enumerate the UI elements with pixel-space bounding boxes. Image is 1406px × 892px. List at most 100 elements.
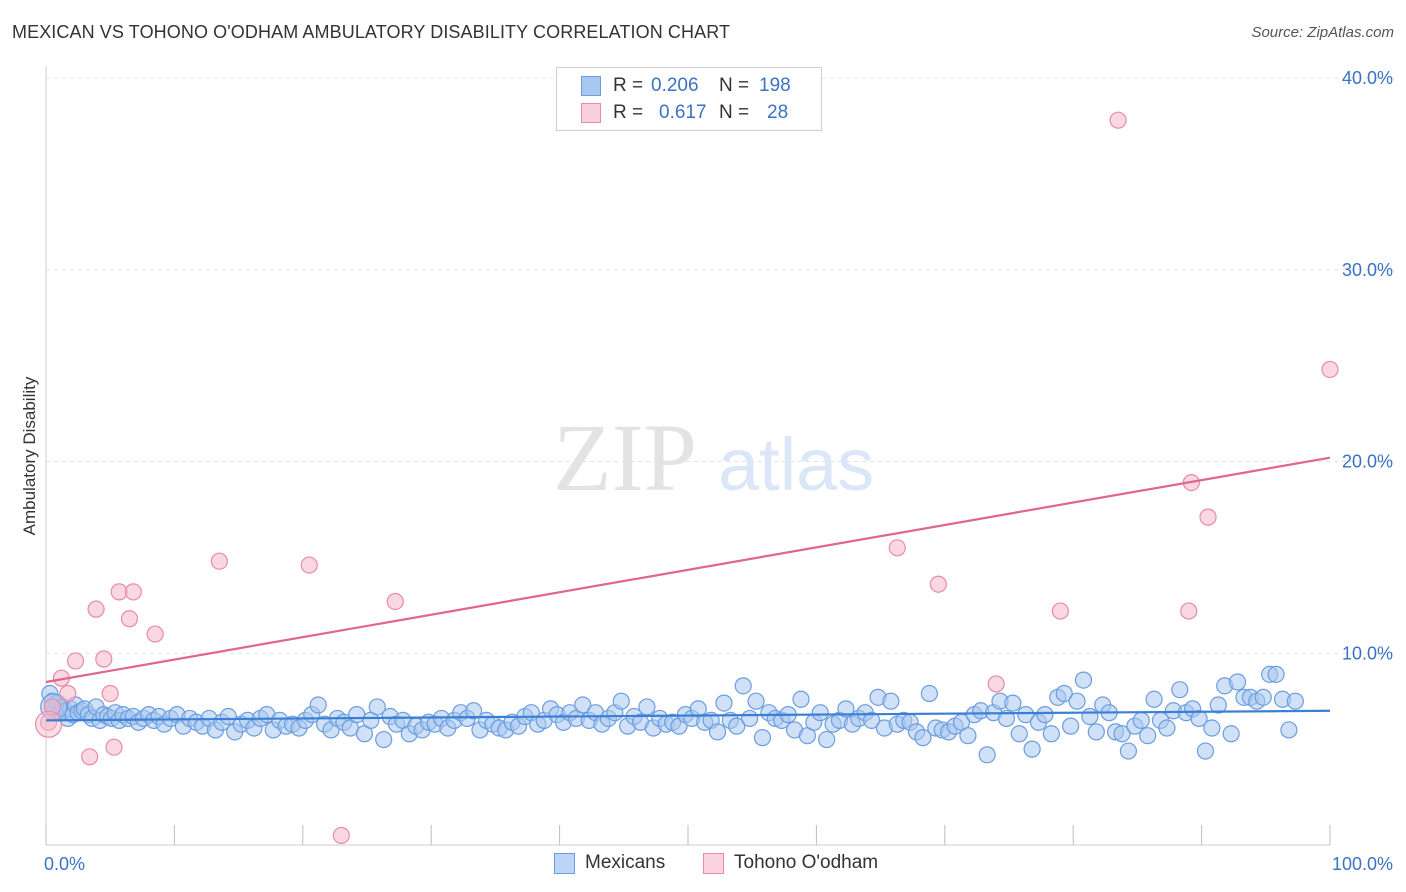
bottom-legend-tohono: Tohono O'odham	[703, 852, 878, 874]
mexicans-point	[219, 707, 237, 726]
mexicans-point	[375, 730, 393, 749]
bottom-legend-label-mexicans: Mexicans	[585, 852, 666, 873]
tohono-point	[1321, 360, 1339, 379]
mexicans-point	[818, 730, 836, 749]
mexicans-point	[747, 692, 765, 710]
mexicans-point	[1087, 723, 1105, 741]
mexicans-point	[811, 704, 829, 722]
legend-r-value: 0.206	[651, 75, 699, 96]
legend-row-mexicans: R = 0.206 N = 198	[581, 73, 791, 99]
mexicans-point	[1023, 740, 1041, 758]
mexicans-point	[959, 727, 977, 745]
tohono-point	[210, 552, 228, 570]
y-tick-labels: 10.0% 20.0% 30.0% 40.0%	[1342, 68, 1393, 663]
tohono-point	[81, 748, 99, 766]
watermark-atlas: atlas	[718, 423, 874, 506]
tohono-point	[146, 625, 164, 643]
mexicans-point	[1017, 706, 1035, 724]
mexicans-point	[1228, 673, 1247, 691]
mexicans-point	[1132, 711, 1150, 729]
mexicans-point	[1119, 742, 1138, 760]
mexicans-point	[1209, 696, 1227, 714]
grid-lines	[46, 77, 1394, 654]
mexicans-point	[638, 698, 656, 716]
tohono-point	[1180, 602, 1198, 620]
mexicans-point	[1158, 719, 1176, 737]
mexicans-point	[1036, 706, 1054, 724]
watermark: ZIP atlas	[553, 404, 874, 511]
mexicans-point	[1081, 707, 1099, 726]
mexicans-point	[1171, 681, 1189, 699]
legend-n-label: N =	[719, 102, 750, 123]
legend-row-tohono: R = 0.617 N = 28	[581, 100, 788, 126]
mexicans-point	[837, 700, 855, 718]
tohono-point	[888, 539, 906, 557]
mexicans-point	[1286, 692, 1304, 710]
legend-r-label: R =	[613, 102, 644, 123]
axes	[45, 66, 1331, 846]
mexicans-point	[1145, 690, 1163, 708]
mexicans-point	[741, 709, 759, 728]
mexicans-point	[997, 709, 1016, 728]
mexicans-point	[1254, 688, 1272, 706]
mexicans-point	[1004, 694, 1022, 712]
mexicans-point	[715, 694, 733, 712]
tohono-point	[105, 738, 123, 756]
bottom-legend: Mexicans Tohono O'odham	[0, 852, 1406, 878]
tohono-trend-line	[45, 456, 1331, 684]
legend-r-value: 0.617	[659, 102, 707, 123]
mexicans-point	[753, 729, 772, 747]
tohono-point	[124, 583, 142, 601]
mexicans-point	[464, 702, 483, 720]
mexicans-trend-line	[45, 709, 1331, 722]
tohono-point	[332, 826, 350, 845]
tohono-point	[95, 650, 113, 668]
mexicans-point	[368, 698, 386, 716]
mexicans-point	[920, 684, 938, 703]
trend-lines	[45, 456, 1331, 722]
mexicans-point	[1222, 725, 1240, 743]
tohono-point	[66, 652, 85, 670]
mexicans-point	[1062, 717, 1080, 735]
legend-swatch-blue	[581, 76, 601, 96]
y-tick-label: 40.0%	[1342, 68, 1393, 88]
y-tick-label: 20.0%	[1342, 452, 1393, 472]
mexicans-point	[1068, 692, 1086, 710]
mexicans-point	[1042, 725, 1060, 743]
mexicans-point	[1190, 709, 1208, 728]
mexicans-point	[863, 711, 881, 729]
mexicans-point	[978, 746, 996, 764]
legend-r-label: R =	[613, 75, 644, 96]
mexicans-point	[1139, 727, 1157, 745]
tohono-point	[386, 592, 404, 611]
mexicans-point	[1010, 725, 1028, 743]
mexicans-point	[1055, 684, 1073, 703]
mexicans-point	[612, 692, 630, 710]
legend-n-value: 28	[767, 102, 789, 123]
tohono-point	[1051, 602, 1069, 620]
mexicans-point	[574, 696, 592, 714]
y-axis-label: Ambulatory Disability	[20, 376, 39, 535]
y-tick-label: 10.0%	[1342, 643, 1393, 663]
tohono-point	[120, 610, 139, 628]
tohono-point	[1109, 111, 1127, 129]
legend-swatch-pink	[581, 103, 601, 123]
bottom-legend-label-tohono: Tohono O'odham	[734, 852, 879, 873]
bottom-legend-mexicans: Mexicans	[554, 852, 665, 874]
mexicans-point	[914, 729, 932, 747]
mexicans-point	[708, 723, 727, 741]
mexicans-point	[728, 717, 746, 735]
bottom-legend-swatch-blue	[554, 852, 575, 874]
tohono-point	[87, 600, 105, 618]
x-tick-label-max: 100.0%	[1332, 854, 1393, 874]
legend: R = 0.206 N = 198 R = 0.617 N = 28	[556, 67, 822, 131]
bottom-legend-swatch-pink	[703, 852, 724, 874]
mexicans-point	[882, 692, 900, 710]
y-tick-label: 30.0%	[1342, 260, 1393, 280]
x-tick-label-min: 0.0%	[44, 854, 85, 874]
mexicans-point	[1203, 719, 1221, 737]
tohono-point	[987, 675, 1005, 693]
mexicans-point	[309, 696, 327, 714]
tohono-point	[929, 575, 947, 593]
